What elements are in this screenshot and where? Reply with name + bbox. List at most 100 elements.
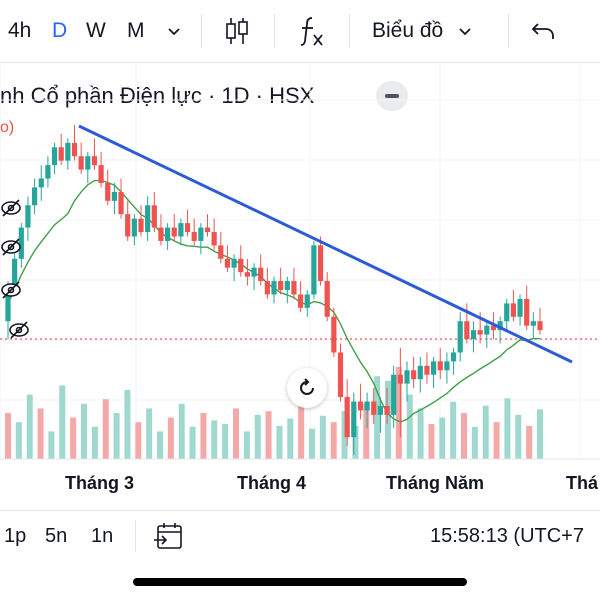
candle-body	[284, 281, 290, 290]
candle-body	[231, 258, 237, 268]
candle-body	[444, 361, 450, 371]
volume-bar	[102, 399, 109, 459]
candle-body	[371, 401, 377, 415]
candle-body	[364, 401, 370, 411]
candlestick-icon	[226, 18, 248, 44]
eye-off-icon[interactable]	[8, 319, 30, 341]
candle-body	[184, 223, 191, 233]
chart-type-dropdown[interactable]: Biểu đồ	[372, 0, 473, 62]
volume-bar	[374, 376, 381, 459]
candle-body	[198, 227, 204, 241]
candle-body	[298, 294, 304, 308]
interval-dropdown-button[interactable]	[166, 0, 182, 62]
x-tick-label: Thá	[566, 473, 599, 493]
volume-bar	[298, 405, 305, 459]
volume-bar	[167, 417, 174, 459]
volume-bar	[417, 408, 424, 459]
eye-off-icon[interactable]	[0, 236, 22, 258]
reset-chart-button[interactable]	[287, 368, 327, 408]
volume-bar	[37, 408, 44, 459]
volume-bar	[406, 394, 413, 459]
candle-body	[12, 258, 18, 286]
interval-4h-button[interactable]: 4h	[8, 19, 32, 42]
timezone-clock[interactable]: 15:58:13 (UTC+7	[430, 524, 584, 547]
eye-off-icon[interactable]	[0, 197, 22, 219]
candle-body	[324, 281, 330, 317]
candle-body	[18, 227, 24, 259]
toolbar-divider	[201, 14, 202, 48]
candle-body	[105, 182, 111, 201]
candle-body	[484, 325, 490, 335]
eye-off-icon[interactable]	[0, 279, 22, 301]
range-5n-button[interactable]: 5n	[45, 524, 68, 547]
symbol-title[interactable]: nh Cổ phần Điện lực · 1D · HSX	[0, 78, 314, 114]
candle-body	[32, 187, 38, 206]
candle-body	[510, 303, 516, 317]
candle-body	[98, 165, 104, 183]
indicators-button[interactable]	[298, 0, 326, 62]
candle-body	[78, 156, 84, 170]
volume-bar	[471, 426, 478, 459]
undo-button[interactable]	[530, 0, 556, 62]
candle-body	[411, 370, 417, 380]
candle-body	[357, 401, 364, 411]
volume-bar	[70, 417, 77, 459]
candle-body	[145, 205, 151, 233]
volume-bar	[352, 425, 359, 459]
volume-bar	[526, 425, 533, 459]
range-1n-button[interactable]: 1n	[91, 524, 114, 547]
candle-body	[91, 156, 98, 166]
candles	[5, 125, 543, 455]
candle-body	[211, 232, 217, 246]
candle-body	[131, 218, 137, 237]
volume-bar	[428, 424, 435, 459]
candle-body	[51, 147, 58, 166]
price-chart[interactable]	[0, 0, 600, 470]
candle-body	[125, 214, 131, 237]
volume-bar	[395, 367, 402, 459]
minus-icon	[385, 94, 399, 98]
candle-body	[317, 245, 324, 282]
volume-bar	[287, 418, 294, 459]
go-to-date-button[interactable]	[152, 511, 184, 561]
interval-w-button[interactable]: W	[86, 19, 106, 42]
volume-bar	[515, 414, 522, 459]
range-1p-button[interactable]: 1p	[4, 524, 27, 547]
volume-bar	[48, 431, 55, 459]
candle-body	[391, 374, 397, 415]
candle-body	[417, 365, 423, 380]
x-tick-label: Tháng 3	[65, 473, 135, 493]
volume-bar	[254, 414, 261, 459]
trend-line[interactable]	[78, 124, 573, 364]
candle-body	[218, 245, 224, 259]
volume-bar	[330, 422, 337, 459]
volume-bar	[243, 431, 250, 459]
toolbar-divider	[349, 14, 350, 48]
volume-bar	[91, 426, 98, 459]
volume-bar	[26, 394, 33, 459]
interval-d-button[interactable]: D	[52, 19, 68, 42]
candle-body	[178, 223, 184, 237]
candle-body	[291, 281, 297, 295]
volume-bar	[265, 411, 272, 459]
volume-bar	[113, 413, 120, 459]
interval-m-button[interactable]: M	[127, 19, 145, 42]
candle-body	[457, 321, 463, 353]
x-tick-label: Tháng 4	[237, 473, 307, 493]
candle-body	[331, 316, 337, 353]
volume-bar	[157, 431, 163, 459]
candle-body	[397, 374, 403, 384]
volume-bar	[200, 413, 207, 459]
top-toolbar: 4h D W M Biểu đồ	[0, 0, 600, 63]
volume-bar	[59, 385, 66, 459]
candle-body	[111, 191, 117, 201]
candles-chart-type-button[interactable]	[224, 0, 250, 62]
indicator-value-fragment: o)	[0, 119, 15, 136]
toolbar-divider	[135, 520, 136, 552]
volume-bar	[450, 401, 457, 459]
candle-body	[151, 205, 157, 228]
collapse-legend-button[interactable]	[376, 81, 408, 111]
volume-bar	[461, 413, 467, 459]
volume-bar	[504, 398, 511, 459]
symbol-title-text: nh Cổ phần Điện lực · 1D · HSX	[0, 83, 315, 108]
